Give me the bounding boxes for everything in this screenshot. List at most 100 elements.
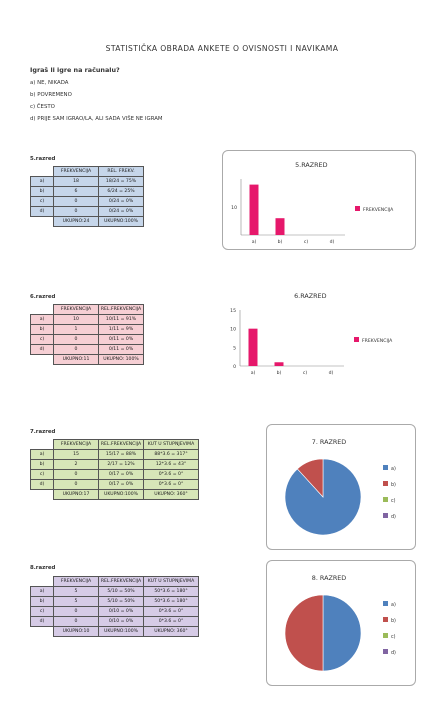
table-corner-cell [31, 167, 54, 177]
x-tick-label: d) [330, 239, 335, 245]
bar-chart-grade-5: 5.RAZRED 10 a) b) c) d) FREKVENCIJA [231, 161, 394, 245]
table-cell: 5/10 = 50% [98, 586, 144, 597]
table-row: d) 0 0/17 = 0% 0*3.6 = 0° [30, 479, 199, 490]
table-cell: 0/17 = 0% [98, 479, 144, 490]
table-row: d) 0 0/24 = 0% [30, 206, 144, 217]
table-row: d) 0 0/11 = 0% [30, 344, 144, 355]
table-total-cell: UKUPNO:100% [98, 216, 144, 227]
table-cell: 5/10 = 50% [98, 596, 144, 607]
table-total-row: UKUPNO:17 UKUPNO:100% UKUPNO: 360° [31, 489, 199, 500]
table-empty-cell [31, 355, 54, 365]
table-row: b) 2 2/17 = 12% 12*3.6 = 43° [30, 459, 199, 470]
table-row: b) 6 6/24 = 25% [30, 186, 144, 197]
chart-grade-7: 7. RAZRED a) b) c) d) [266, 424, 416, 550]
table-header-row: FREKVENCIJA REL.FREKVENCIJA KUT U STUPNJEV… [31, 576, 199, 587]
row-label-cell: d) [30, 206, 54, 217]
legend-swatch [383, 617, 388, 622]
table-cell: 18/24 = 75% [98, 176, 144, 187]
table-total-row: UKUPNO:11 UKUPNO: 100% [31, 354, 144, 365]
row-label-cell: a) [30, 449, 54, 460]
table-total-row: UKUPNO:24 UKUPNO:100% [31, 216, 144, 227]
row-label-cell: c) [30, 334, 54, 345]
table-cell: 50*3.6 = 180° [143, 586, 199, 597]
bar-chart-grade-6: 6.RAZRED 0 5 10 15 a) b) c) d) FREKVENCIJA [230, 292, 393, 376]
table-row: c) 0 0/11 = 0% [30, 334, 144, 345]
legend-label: c) [391, 498, 396, 504]
table-total-cell: UKUPNO:24 [53, 216, 99, 227]
table-cell: 2 [53, 459, 99, 470]
table-cell: 88*3.6 = 317° [143, 449, 199, 460]
row-label-cell: c) [30, 469, 54, 480]
y-tick-label: 10 [231, 205, 237, 211]
table-cell: 2/17 = 12% [98, 459, 144, 470]
table-cell: 6/24 = 25% [98, 186, 144, 197]
table-grade-7: FREKVENCIJA REL.FREKVENCIJA KUT U STUPNJEV… [30, 439, 199, 500]
table-cell: 15 [53, 449, 99, 460]
legend-label: FREKVENCIJA [362, 338, 393, 344]
legend-label: d) [391, 650, 396, 656]
table-cell: 0 [53, 606, 99, 617]
row-label-cell: d) [30, 616, 54, 627]
legend-swatch [383, 601, 388, 606]
row-label-cell: a) [30, 314, 54, 325]
chart-title: 7. RAZRED [312, 438, 347, 446]
row-label-cell: c) [30, 196, 54, 207]
table-row: c) 0 0/24 = 0% [30, 196, 144, 207]
chart-grade-6: 6.RAZRED 0 5 10 15 a) b) c) d) FREKVENCIJA [222, 282, 414, 380]
table-header-row: FREKVENCIJA REL. FREKV. [31, 166, 144, 177]
table-cell: 0 [53, 479, 99, 490]
legend-label: FREKVENCIJA [363, 207, 394, 213]
y-tick-label: 0 [233, 364, 236, 370]
option-b: b) POVREMENO [30, 92, 72, 98]
section-label-8: 8.razred [30, 565, 56, 571]
table-total-cell: UKUPNO:10 [53, 626, 99, 637]
section-label-6: 6.razred [30, 294, 56, 300]
table-cell: 6 [53, 186, 99, 197]
row-label-cell: b) [30, 459, 54, 470]
table-cell: 0*3.6 = 0° [143, 606, 199, 617]
legend-swatch [383, 465, 388, 470]
legend-label: c) [391, 634, 396, 640]
table-total-cell: UKUPNO: 360° [143, 489, 199, 500]
table-header-cell: KUT U STUPNJEVIMA [143, 439, 199, 450]
chart-title: 8. RAZRED [312, 574, 347, 582]
pie-chart-grade-8: 8. RAZRED a) b) c) d) [284, 574, 396, 672]
chart-grade-5: 5.RAZRED 10 a) b) c) d) FREKVENCIJA [222, 150, 416, 250]
table-grade-8: FREKVENCIJA REL.FREKVENCIJA KUT U STUPNJEV… [30, 576, 199, 637]
table-cell: 0/24 = 0% [98, 206, 144, 217]
table-header-cell: FREKVENCIJA [53, 304, 99, 315]
table-header-cell: KUT U STUPNJEVIMA [143, 576, 199, 587]
section-label-7: 7.razred [30, 429, 56, 435]
table-cell: 0/10 = 0% [98, 616, 144, 627]
table-row: c) 0 0/17 = 0% 0*3.6 = 0° [30, 469, 199, 480]
pie-slice [296, 458, 324, 498]
y-tick-label: 5 [233, 345, 236, 351]
table-row: a) 18 18/24 = 75% [30, 176, 144, 187]
row-label-cell: d) [30, 344, 54, 355]
table-header-cell: REL.FREKVENCIJA [98, 439, 144, 450]
legend-label: d) [391, 514, 396, 520]
pie-slice [284, 594, 324, 672]
row-label-cell: b) [30, 186, 54, 197]
legend-swatch [383, 649, 388, 654]
table-cell: 0/11 = 0% [98, 344, 144, 355]
legend-swatch [354, 337, 359, 342]
x-tick-label: c) [304, 239, 309, 245]
table-row: a) 5 5/10 = 50% 50*3.6 = 180° [30, 586, 199, 597]
table-row: a) 10 10/11 = 91% [30, 314, 144, 325]
table-total-cell: UKUPNO: 100% [98, 354, 144, 365]
table-header-row: FREKVENCIJA REL.FREKVENCIJA [31, 304, 144, 315]
legend-label: a) [391, 602, 396, 608]
table-cell: 10 [53, 314, 99, 325]
table-header-row: FREKVENCIJA REL.FREKVENCIJA KUT U STUPNJEV… [31, 439, 199, 450]
table-total-row: UKUPNO:10 UKUPNO:100% UKUPNO: 360° [31, 626, 199, 637]
table-cell: 0 [53, 196, 99, 207]
table-row: c) 0 0/10 = 0% 0*3.6 = 0° [30, 606, 199, 617]
table-cell: 50*3.6 = 180° [143, 596, 199, 607]
table-cell: 5 [53, 596, 99, 607]
row-label-cell: d) [30, 479, 54, 490]
chart-title: 5.RAZRED [295, 161, 328, 169]
table-row: b) 5 5/10 = 50% 50*3.6 = 180° [30, 596, 199, 607]
table-cell: 0/11 = 0% [98, 334, 144, 345]
table-header-cell: FREKVENCIJA [53, 166, 99, 177]
